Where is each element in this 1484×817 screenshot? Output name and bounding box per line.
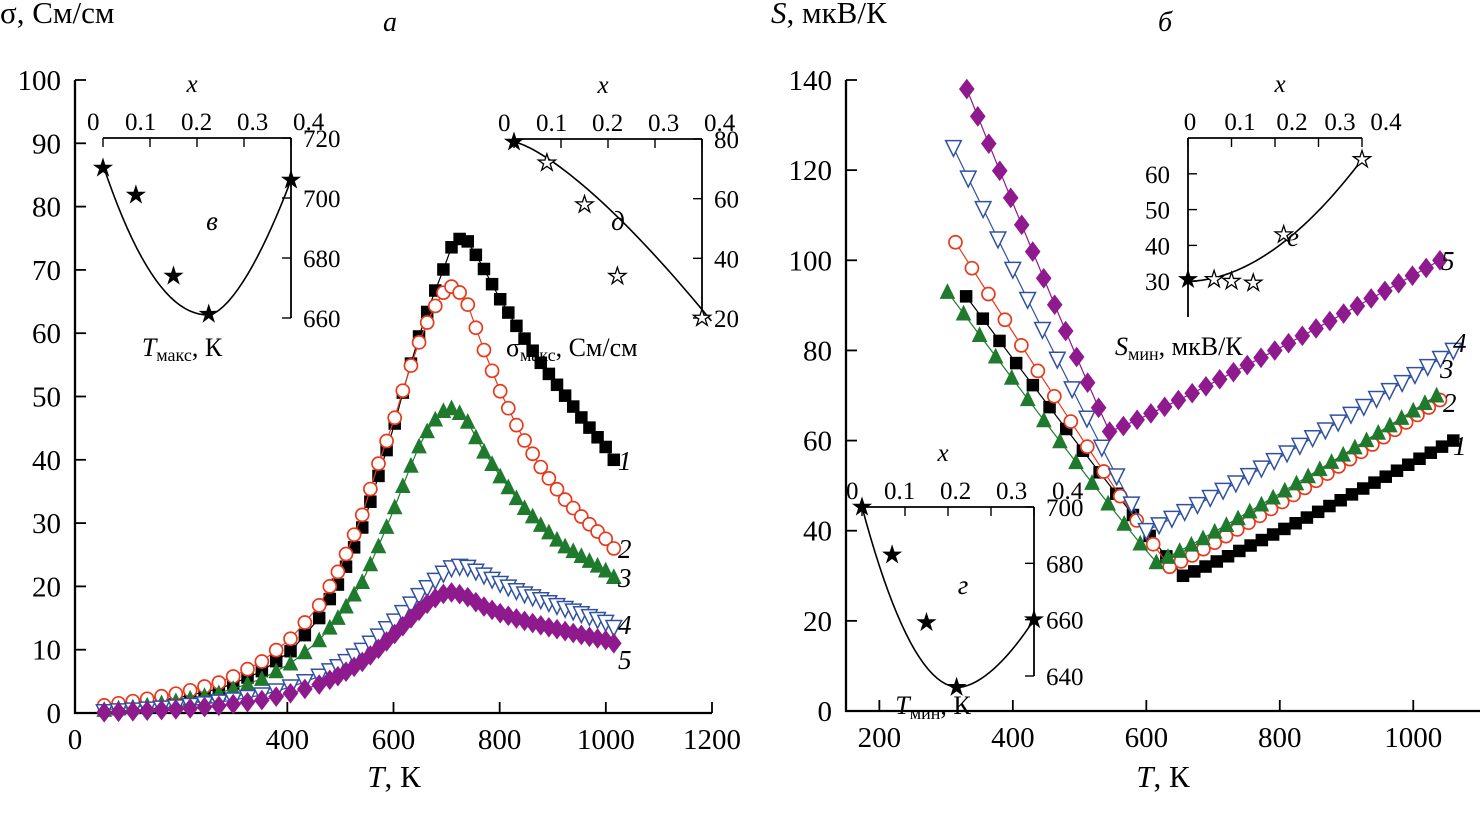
- svg-text:0: 0: [846, 478, 859, 505]
- svg-text:1: 1: [1453, 431, 1467, 461]
- svg-text:60: 60: [32, 318, 61, 350]
- svg-text:10: 10: [32, 635, 61, 667]
- svg-text:40: 40: [803, 516, 832, 548]
- svg-text:60: 60: [1145, 162, 1170, 189]
- svg-text:800: 800: [1258, 722, 1302, 754]
- svg-text:4: 4: [618, 610, 632, 640]
- svg-text:400: 400: [991, 722, 1035, 754]
- svg-text:5: 5: [1441, 246, 1455, 276]
- svg-text:0.3: 0.3: [996, 478, 1027, 505]
- svg-text:0.2: 0.2: [940, 478, 971, 505]
- svg-text:200: 200: [858, 722, 902, 754]
- svg-text:50: 50: [32, 382, 61, 414]
- svg-text:0: 0: [498, 110, 511, 137]
- svg-text:40: 40: [32, 445, 61, 477]
- svg-text:0.4: 0.4: [1052, 478, 1084, 505]
- svg-text:600: 600: [1125, 722, 1169, 754]
- svg-text:0: 0: [818, 696, 833, 728]
- svg-text:x: x: [936, 440, 948, 467]
- svg-text:0.1: 0.1: [125, 109, 156, 136]
- svg-text:60: 60: [803, 426, 832, 458]
- svg-text:3: 3: [1439, 354, 1454, 384]
- svg-text:680: 680: [1046, 551, 1084, 578]
- svg-text:120: 120: [789, 155, 833, 187]
- svg-text:1: 1: [618, 446, 632, 476]
- svg-text:50: 50: [1145, 198, 1170, 225]
- svg-text:в: в: [206, 206, 218, 236]
- svg-text:0.2: 0.2: [181, 109, 212, 136]
- svg-text:0: 0: [1184, 109, 1197, 136]
- svg-text:100: 100: [789, 245, 833, 277]
- svg-text:2: 2: [618, 534, 632, 564]
- svg-text:S, мкВ/К: S, мкВ/К: [771, 0, 887, 30]
- svg-text:140: 140: [789, 65, 833, 97]
- svg-text:0.3: 0.3: [1324, 109, 1355, 136]
- svg-text:30: 30: [1145, 269, 1170, 296]
- svg-text:700: 700: [303, 186, 341, 213]
- svg-text:680: 680: [303, 246, 341, 273]
- svg-text:60: 60: [714, 187, 739, 214]
- svg-text:0.2: 0.2: [1276, 109, 1307, 136]
- svg-text:400: 400: [266, 724, 310, 756]
- svg-text:800: 800: [478, 724, 522, 756]
- svg-text:0.1: 0.1: [884, 478, 915, 505]
- svg-text:0.4: 0.4: [704, 110, 736, 137]
- svg-text:5: 5: [618, 645, 632, 675]
- svg-text:40: 40: [714, 246, 739, 273]
- svg-text:0.3: 0.3: [648, 110, 679, 137]
- svg-text:4: 4: [1453, 328, 1467, 358]
- svg-text:г: г: [958, 570, 969, 600]
- svg-text:e: e: [1287, 222, 1299, 252]
- svg-text:0.4: 0.4: [1370, 109, 1402, 136]
- svg-text:80: 80: [803, 335, 832, 367]
- svg-text:80: 80: [32, 192, 61, 224]
- svg-text:T, К: T, К: [1136, 759, 1190, 794]
- svg-text:0: 0: [47, 698, 62, 730]
- svg-text:0: 0: [87, 109, 100, 136]
- svg-text:2: 2: [1443, 388, 1457, 418]
- svg-text:70: 70: [32, 255, 61, 287]
- svg-text:σ, См/см: σ, См/см: [0, 0, 115, 30]
- svg-text:1000: 1000: [1384, 722, 1442, 754]
- svg-text:0.1: 0.1: [536, 110, 567, 137]
- svg-text:x: x: [596, 72, 608, 99]
- svg-text:3: 3: [617, 563, 632, 593]
- svg-text:б: б: [1158, 7, 1173, 38]
- svg-text:20: 20: [32, 571, 61, 603]
- svg-text:0.1: 0.1: [1224, 109, 1255, 136]
- svg-text:x: x: [185, 71, 197, 98]
- svg-text:640: 640: [1046, 664, 1084, 691]
- svg-text:100: 100: [18, 65, 62, 97]
- svg-text:x: x: [1273, 71, 1285, 98]
- svg-text:a: a: [383, 7, 397, 38]
- svg-text:0.3: 0.3: [237, 109, 268, 136]
- svg-text:1000: 1000: [577, 724, 635, 756]
- svg-text:30: 30: [32, 508, 61, 540]
- svg-text:660: 660: [1046, 608, 1084, 635]
- svg-text:0.4: 0.4: [293, 109, 325, 136]
- svg-text:600: 600: [372, 724, 416, 756]
- svg-text:1200: 1200: [683, 724, 741, 756]
- svg-text:20: 20: [714, 306, 739, 333]
- svg-text:90: 90: [32, 128, 61, 160]
- svg-text:40: 40: [1145, 233, 1170, 260]
- svg-text:660: 660: [303, 306, 341, 333]
- svg-text:0.2: 0.2: [592, 110, 623, 137]
- svg-text:20: 20: [803, 606, 832, 638]
- svg-text:T, К: T, К: [367, 759, 421, 794]
- svg-text:0: 0: [68, 724, 83, 756]
